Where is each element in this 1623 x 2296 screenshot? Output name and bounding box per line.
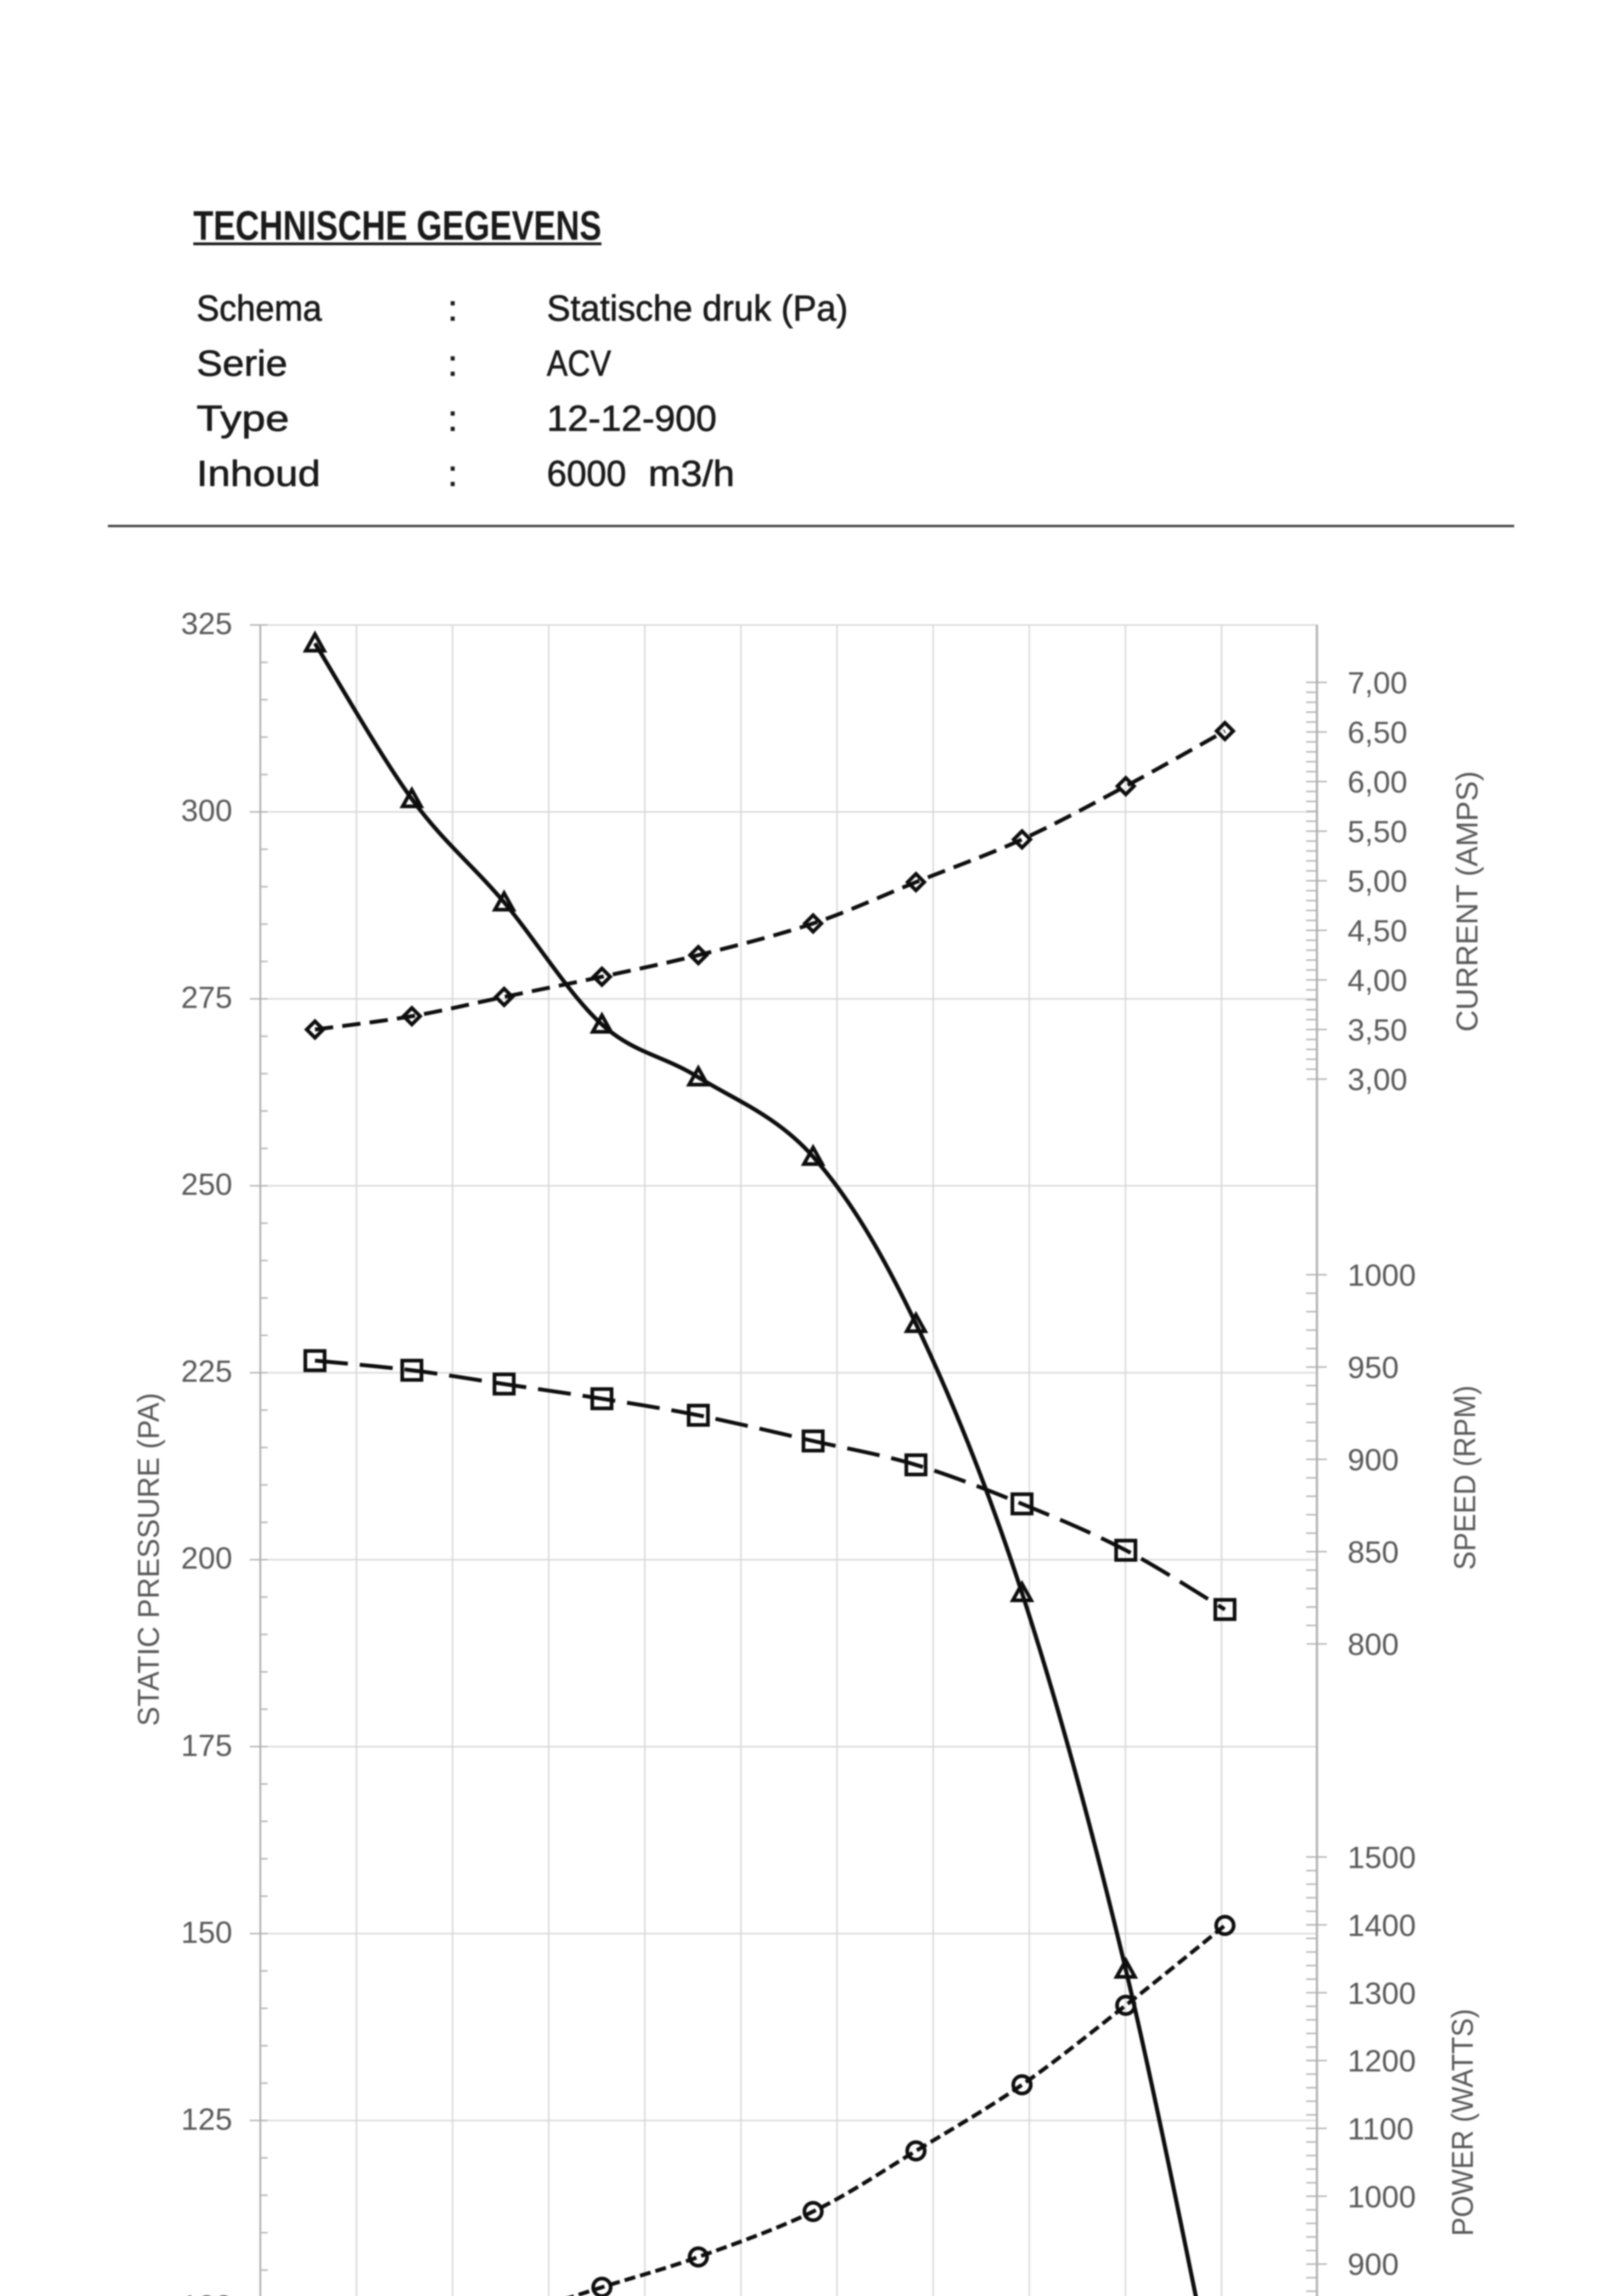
svg-text:Type: Type bbox=[197, 398, 289, 439]
svg-text:275: 275 bbox=[181, 980, 232, 1015]
svg-text:850: 850 bbox=[1348, 1535, 1399, 1570]
svg-text:Serie: Serie bbox=[197, 343, 287, 383]
svg-text:CURRENT (AMPS): CURRENT (AMPS) bbox=[1450, 771, 1484, 1032]
svg-text:4,50: 4,50 bbox=[1348, 914, 1407, 948]
svg-text:325: 325 bbox=[181, 607, 232, 641]
svg-text:6000: 6000 bbox=[547, 453, 626, 494]
svg-text:7,00: 7,00 bbox=[1348, 666, 1407, 700]
svg-text:225: 225 bbox=[181, 1354, 232, 1389]
svg-text::: : bbox=[448, 343, 458, 383]
svg-text:1400: 1400 bbox=[1348, 1908, 1416, 1943]
svg-text:STATIC PRESSURE (PA): STATIC PRESSURE (PA) bbox=[131, 1393, 165, 1726]
svg-text:1200: 1200 bbox=[1348, 2044, 1416, 2078]
svg-text:6,00: 6,00 bbox=[1348, 765, 1407, 799]
svg-text:6,50: 6,50 bbox=[1348, 715, 1407, 750]
svg-text:1000: 1000 bbox=[1348, 1258, 1416, 1293]
svg-text:1100: 1100 bbox=[1348, 2112, 1414, 2146]
svg-text:SPEED (RPM): SPEED (RPM) bbox=[1448, 1385, 1482, 1570]
svg-text::: : bbox=[448, 398, 458, 439]
svg-text:ACV: ACV bbox=[547, 343, 611, 383]
svg-text:1500: 1500 bbox=[1348, 1840, 1416, 1875]
svg-text:POWER (WATTS): POWER (WATTS) bbox=[1445, 2009, 1479, 2236]
svg-text:1300: 1300 bbox=[1348, 1976, 1416, 2011]
svg-text:Schema: Schema bbox=[197, 287, 322, 328]
svg-text:300: 300 bbox=[181, 793, 232, 828]
svg-text:Inhoud: Inhoud bbox=[197, 453, 320, 494]
svg-text::: : bbox=[448, 287, 458, 328]
svg-text:800: 800 bbox=[1348, 1627, 1399, 1662]
svg-text:Statische druk (Pa): Statische druk (Pa) bbox=[547, 287, 848, 328]
svg-text:3,50: 3,50 bbox=[1348, 1013, 1407, 1047]
svg-text::: : bbox=[448, 453, 458, 494]
svg-text:200: 200 bbox=[181, 1541, 232, 1576]
svg-text:125: 125 bbox=[181, 2102, 232, 2137]
svg-text:1000: 1000 bbox=[1348, 2180, 1416, 2214]
svg-text:900: 900 bbox=[1348, 2247, 1399, 2282]
svg-text:175: 175 bbox=[181, 1728, 232, 1763]
svg-text:12-12-900: 12-12-900 bbox=[547, 398, 717, 439]
svg-text:m3/h: m3/h bbox=[648, 453, 735, 494]
svg-text:900: 900 bbox=[1348, 1443, 1399, 1477]
svg-text:3,00: 3,00 bbox=[1348, 1063, 1407, 1097]
svg-text:100: 100 bbox=[181, 2289, 232, 2296]
svg-text:250: 250 bbox=[181, 1167, 232, 1202]
svg-text:5,50: 5,50 bbox=[1348, 815, 1407, 849]
svg-text:5,00: 5,00 bbox=[1348, 864, 1407, 899]
svg-text:4,00: 4,00 bbox=[1348, 963, 1407, 998]
svg-text:950: 950 bbox=[1348, 1351, 1399, 1385]
svg-text:150: 150 bbox=[181, 1915, 232, 1950]
svg-text:TECHNISCHE GEGEVENS: TECHNISCHE GEGEVENS bbox=[193, 203, 601, 249]
